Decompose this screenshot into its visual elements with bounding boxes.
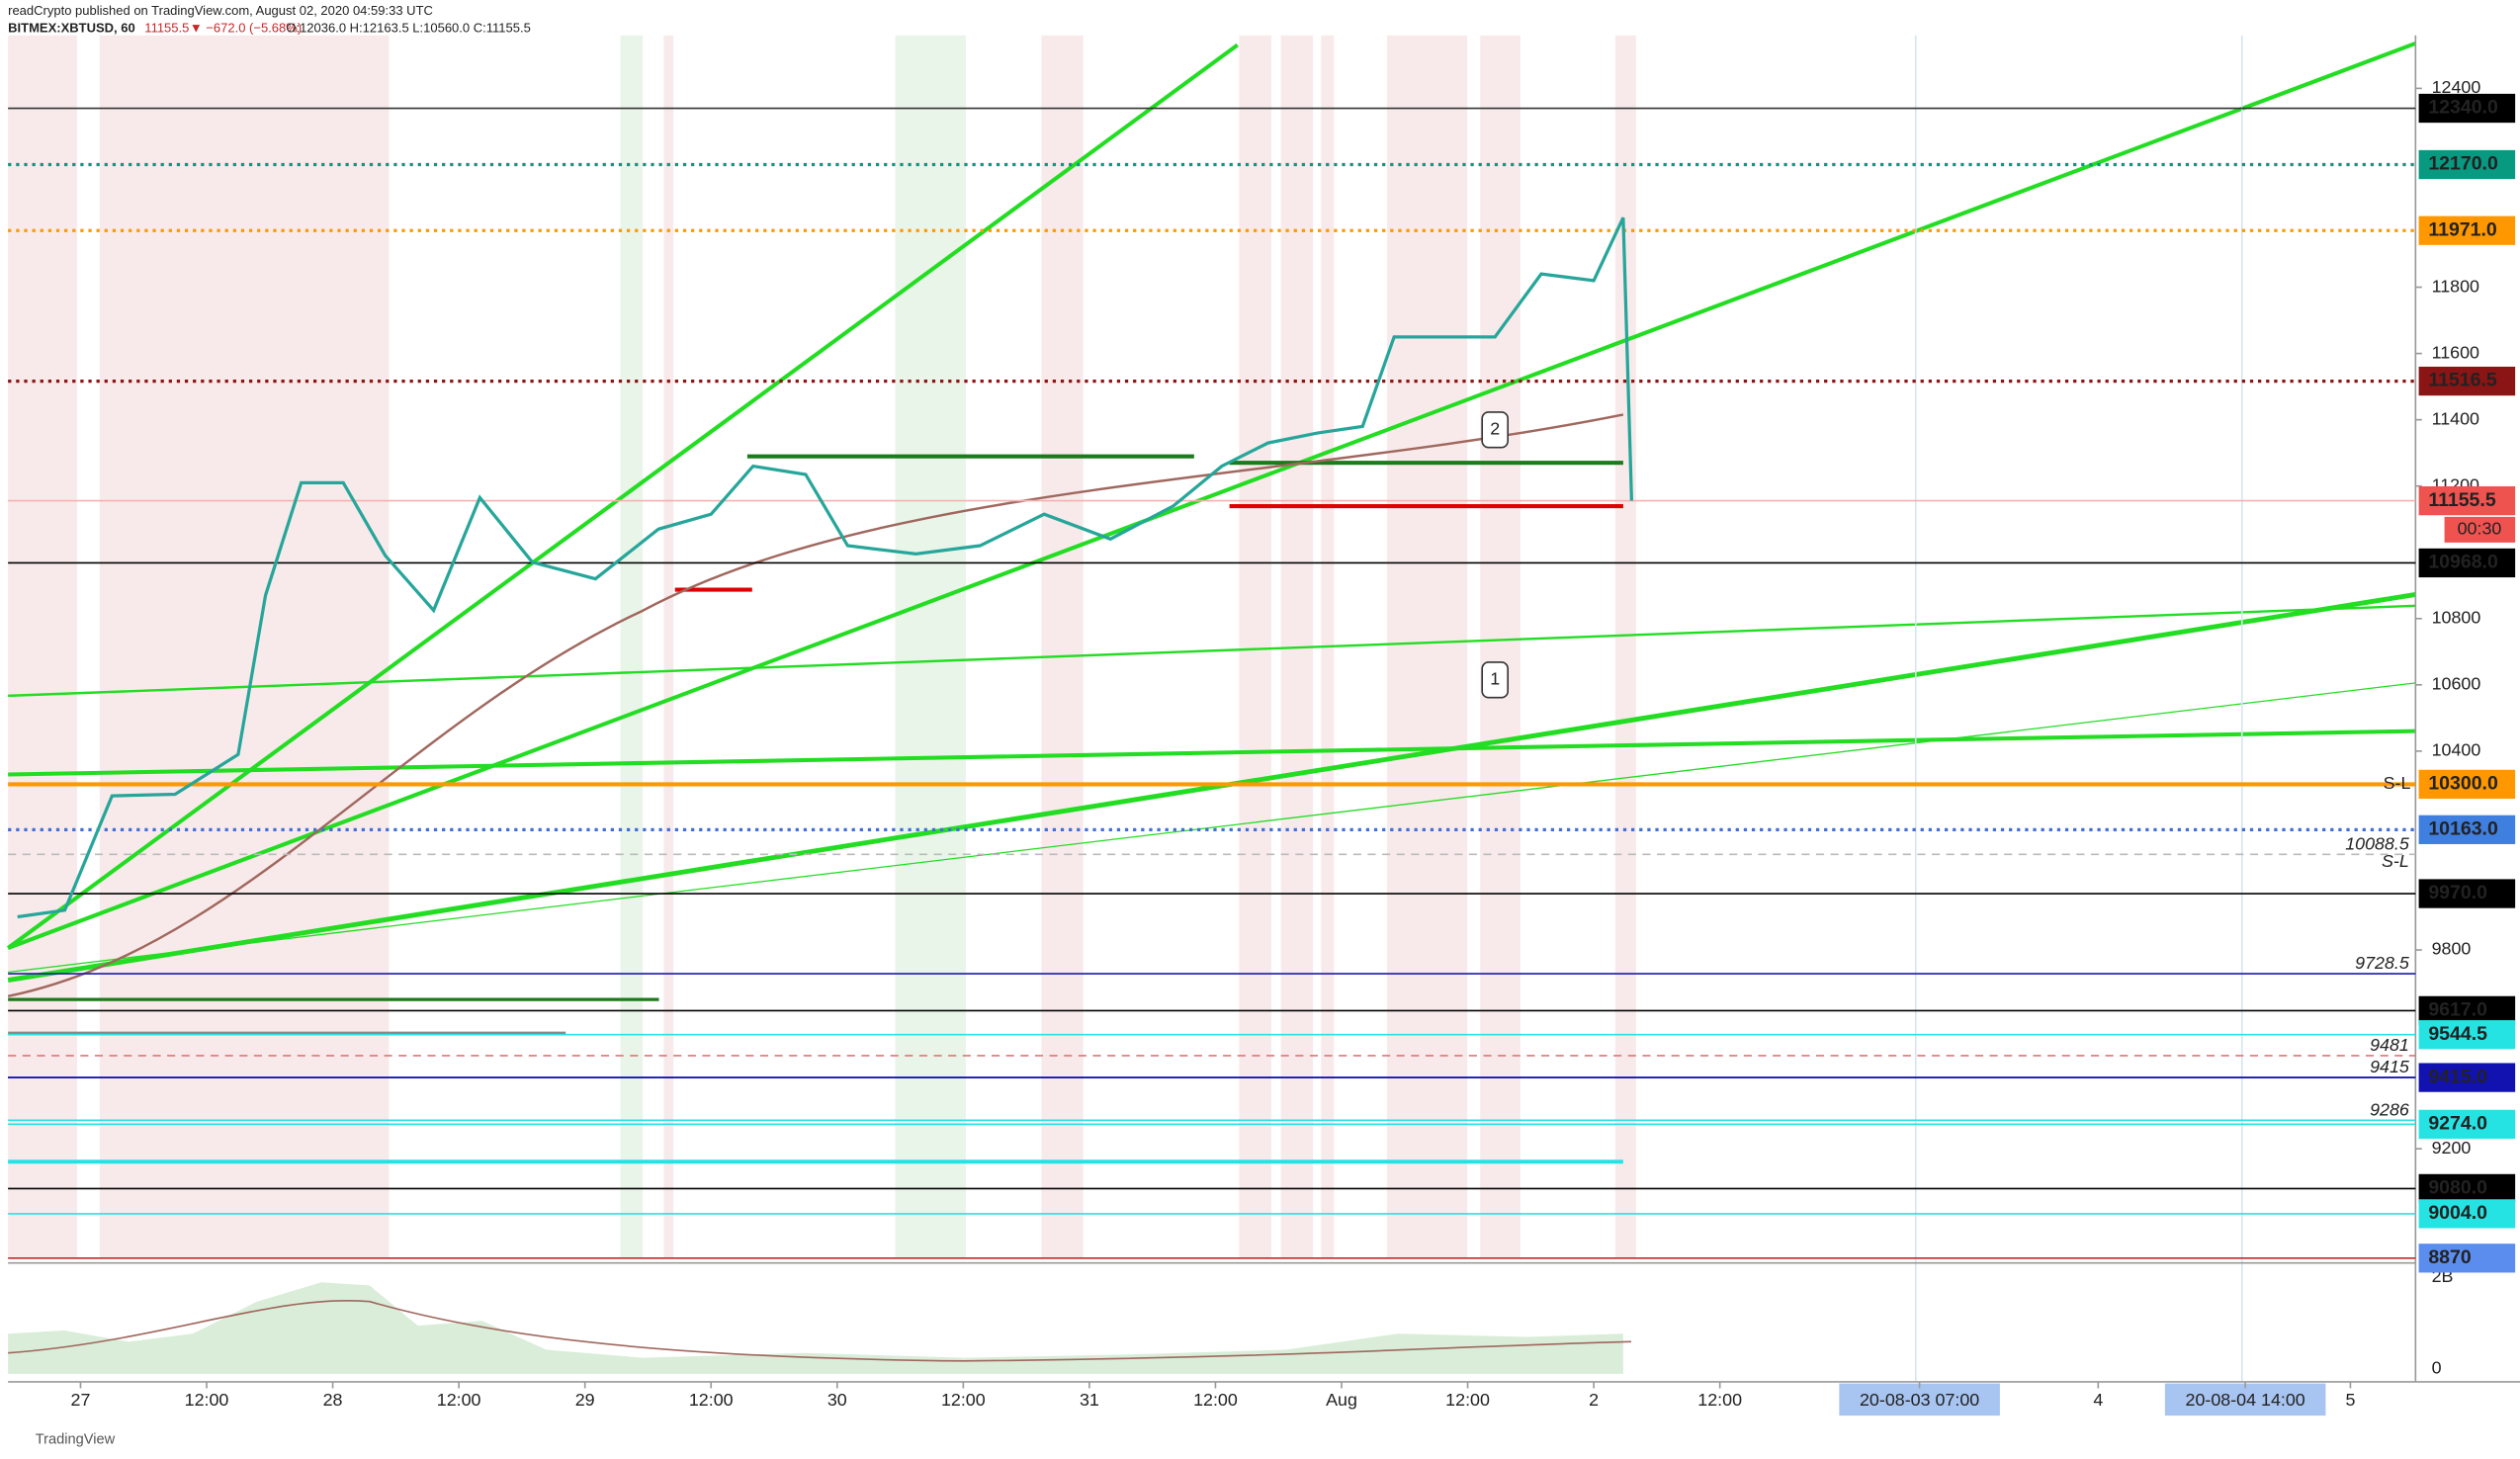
x-tick-label: 29 bbox=[575, 1390, 595, 1410]
y-tick-label: 11400 bbox=[2432, 408, 2479, 428]
y-tick-label: 10400 bbox=[2432, 740, 2481, 760]
footer: TradingView bbox=[36, 1431, 116, 1447]
y-tick-label: 10800 bbox=[2432, 608, 2481, 628]
price-label-box bbox=[2418, 1244, 2516, 1273]
time-marker bbox=[2164, 1383, 2326, 1416]
y-tick-label: 12400 bbox=[2432, 77, 2481, 97]
x-tick-label: 27 bbox=[71, 1390, 91, 1410]
x-tick-label: 12:00 bbox=[689, 1390, 734, 1410]
x-tick-label: 12:00 bbox=[1193, 1390, 1238, 1410]
price-label: 12340.0 bbox=[2428, 97, 2498, 119]
time-marker bbox=[1839, 1383, 2000, 1416]
trend-lines bbox=[6, 41, 2417, 1164]
price-label-box bbox=[2418, 149, 2516, 180]
price-label: 9617.0 bbox=[2428, 999, 2487, 1021]
x-tick-label: 12:00 bbox=[185, 1390, 229, 1410]
x-tick-label: 12:00 bbox=[941, 1390, 986, 1410]
price-label-box bbox=[2418, 769, 2516, 800]
price-label: 9080.0 bbox=[2428, 1177, 2487, 1199]
last-price: 11155.5 bbox=[144, 21, 189, 36]
price-label: 11971.0 bbox=[2428, 218, 2497, 240]
price-label: 12170.0 bbox=[2428, 153, 2498, 175]
session-bands bbox=[8, 35, 1636, 1258]
callout bbox=[1481, 661, 1510, 699]
volume-axis-label: 0 bbox=[2432, 1358, 2442, 1378]
price-label-box bbox=[2418, 485, 2516, 516]
x-tick-label: 20-08-04 14:00 bbox=[2186, 1390, 2305, 1410]
y-tick-label: 11800 bbox=[2432, 276, 2479, 296]
price-label-box bbox=[2418, 366, 2516, 396]
x-tick-label: 4 bbox=[2093, 1390, 2103, 1410]
price-label-box bbox=[2418, 548, 2516, 578]
change: ▼ −672.0 (−5.68%) bbox=[190, 21, 302, 36]
price-label: 9286 bbox=[2370, 1099, 2409, 1119]
publisher: readCrypto published on TradingView.com,… bbox=[8, 3, 433, 18]
price-label-box bbox=[2418, 1063, 2516, 1092]
price-label: 9481 bbox=[2370, 1035, 2409, 1055]
price-label: 10088.5 bbox=[2345, 833, 2409, 853]
price-label: 8870 bbox=[2428, 1246, 2472, 1268]
x-tick-label: 30 bbox=[827, 1390, 847, 1410]
x-tick-label: 12:00 bbox=[437, 1390, 481, 1410]
price-line bbox=[17, 216, 1634, 919]
price-label: 10163.0 bbox=[2428, 817, 2498, 839]
y-tick-label: 9200 bbox=[2432, 1138, 2472, 1158]
callout-label: 1 bbox=[1490, 669, 1500, 689]
y-tick-label: 10600 bbox=[2432, 674, 2481, 694]
price-label: 10300.0 bbox=[2428, 773, 2498, 795]
level-tag: S-L bbox=[2384, 773, 2411, 793]
price-label: 11516.5 bbox=[2428, 370, 2497, 391]
y-tick-label: 11600 bbox=[2432, 342, 2479, 362]
volume-pane bbox=[8, 1261, 2416, 1374]
x-tick-label: 12:00 bbox=[1445, 1390, 1490, 1410]
countdown: 00:30 bbox=[2458, 519, 2502, 539]
price-label-box bbox=[2418, 1109, 2516, 1139]
price-label: 9415 bbox=[2370, 1057, 2409, 1076]
level-tag: S-L bbox=[2382, 851, 2409, 871]
x-tick-label: 28 bbox=[323, 1390, 343, 1410]
price-label: 10968.0 bbox=[2428, 552, 2498, 573]
callout bbox=[1481, 411, 1510, 449]
x-tick-label: 5 bbox=[2345, 1390, 2355, 1410]
price-label-box bbox=[2418, 1199, 2516, 1229]
price-label: 9728.5 bbox=[2355, 953, 2409, 973]
x-tick-label: 31 bbox=[1080, 1390, 1099, 1410]
x-tick-label: 12:00 bbox=[1697, 1390, 1742, 1410]
y-tick-label: 9800 bbox=[2432, 939, 2472, 959]
price-label: 11155.5 bbox=[2428, 489, 2495, 511]
price-label-box bbox=[2418, 1020, 2516, 1050]
price-label-box bbox=[2418, 215, 2516, 245]
x-tick-label: 2 bbox=[1589, 1390, 1599, 1410]
x-tick-label: Aug bbox=[1326, 1390, 1357, 1410]
price-label-box bbox=[2418, 879, 2516, 908]
callout-label: 2 bbox=[1490, 419, 1500, 439]
price-label: 9274.0 bbox=[2428, 1113, 2487, 1135]
price-label-box bbox=[2418, 93, 2516, 124]
time-grid bbox=[1914, 35, 2243, 1382]
price-label-box bbox=[2418, 815, 2516, 844]
price-label: 9970.0 bbox=[2428, 882, 2487, 903]
price-label: 9004.0 bbox=[2428, 1202, 2487, 1224]
symbol: BITMEX:XBTUSD, 60 bbox=[8, 21, 135, 36]
ohlc: O:12036.0 H:12163.5 L:10560.0 C:11155.5 bbox=[286, 21, 530, 36]
x-tick-label: 20-08-03 07:00 bbox=[1860, 1390, 1979, 1410]
price-label: 9415.0 bbox=[2428, 1066, 2487, 1087]
price-label: 9544.5 bbox=[2428, 1023, 2487, 1045]
countdown-box bbox=[2444, 516, 2516, 543]
price-label-box bbox=[2418, 1173, 2516, 1204]
